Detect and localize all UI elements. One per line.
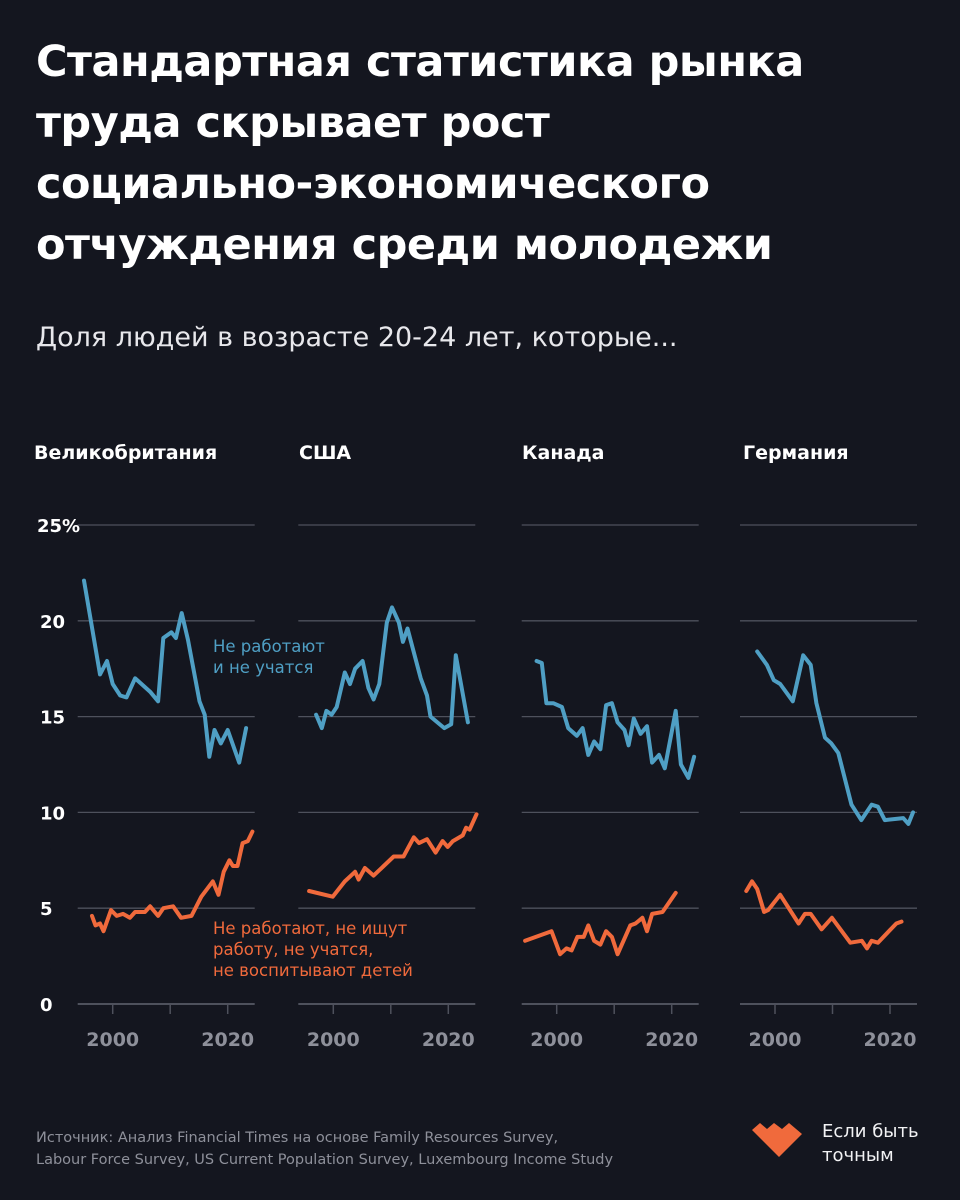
annotation-neet: Не работают и не учатся	[213, 636, 325, 678]
panel-title-uk: Великобритания	[34, 442, 218, 464]
source-line: Labour Force Survey, US Current Populati…	[36, 1152, 614, 1168]
y-tick-label: 15	[40, 708, 65, 729]
x-tick-label: 2020	[201, 1029, 254, 1051]
series-line-orange	[523, 890, 678, 957]
title-line: отчуждения среди молодежи	[36, 220, 773, 270]
source-line: Источник: Анализ Financial Times на осно…	[36, 1130, 559, 1146]
y-tick-label: 25%	[37, 516, 80, 537]
series-line-blue	[755, 649, 915, 826]
brand-name: Если быть точным	[822, 1120, 919, 1168]
title-line: труда скрывает рост	[36, 98, 550, 148]
y-tick-label: 10	[40, 803, 65, 824]
x-tick-label: 2020	[864, 1029, 917, 1051]
series-line-orange	[307, 812, 479, 899]
annotation-line: Не работают, не ищут	[213, 919, 408, 938]
x-tick-label: 2000	[749, 1029, 802, 1051]
annotation-inactive: Не работают, не ищут работу, не учатся, …	[213, 918, 413, 981]
x-tick-label: 2020	[422, 1029, 475, 1051]
x-tick-label: 2020	[645, 1029, 698, 1051]
brand-line: Если быть	[822, 1121, 919, 1142]
series-line-blue	[82, 578, 249, 765]
panel-title-germany: Германия	[743, 442, 849, 464]
series-line-blue	[314, 605, 470, 731]
annotation-line: и не учатся	[213, 658, 314, 677]
y-tick-label: 0	[40, 995, 53, 1016]
y-tick-label: 20	[40, 612, 65, 633]
page-title: Стандартная статистика рынка труда скрыв…	[36, 32, 936, 276]
title-line: Стандартная статистика рынка	[36, 37, 804, 87]
panel-title-us: США	[299, 442, 352, 464]
source-note: Источник: Анализ Financial Times на осно…	[36, 1127, 613, 1171]
annotation-line: не воспитывают детей	[213, 961, 413, 980]
orange-heart-logo-icon	[752, 1123, 802, 1157]
series-line-orange	[744, 879, 904, 951]
x-tick-label: 2000	[86, 1029, 139, 1051]
subtitle: Доля людей в возрасте 20-24 лет, которые…	[36, 322, 678, 353]
annotation-line: Не работают	[213, 637, 325, 656]
title-line: социально-экономического	[36, 159, 710, 209]
x-tick-label: 2000	[530, 1029, 583, 1051]
series-line-orange	[90, 829, 255, 934]
series-line-blue	[534, 659, 697, 780]
brand-line: точным	[822, 1145, 894, 1166]
annotation-line: работу, не учатся,	[213, 940, 374, 959]
x-tick-label: 2000	[307, 1029, 360, 1051]
y-tick-label: 5	[40, 899, 53, 920]
panel-title-canada: Канада	[522, 442, 605, 464]
